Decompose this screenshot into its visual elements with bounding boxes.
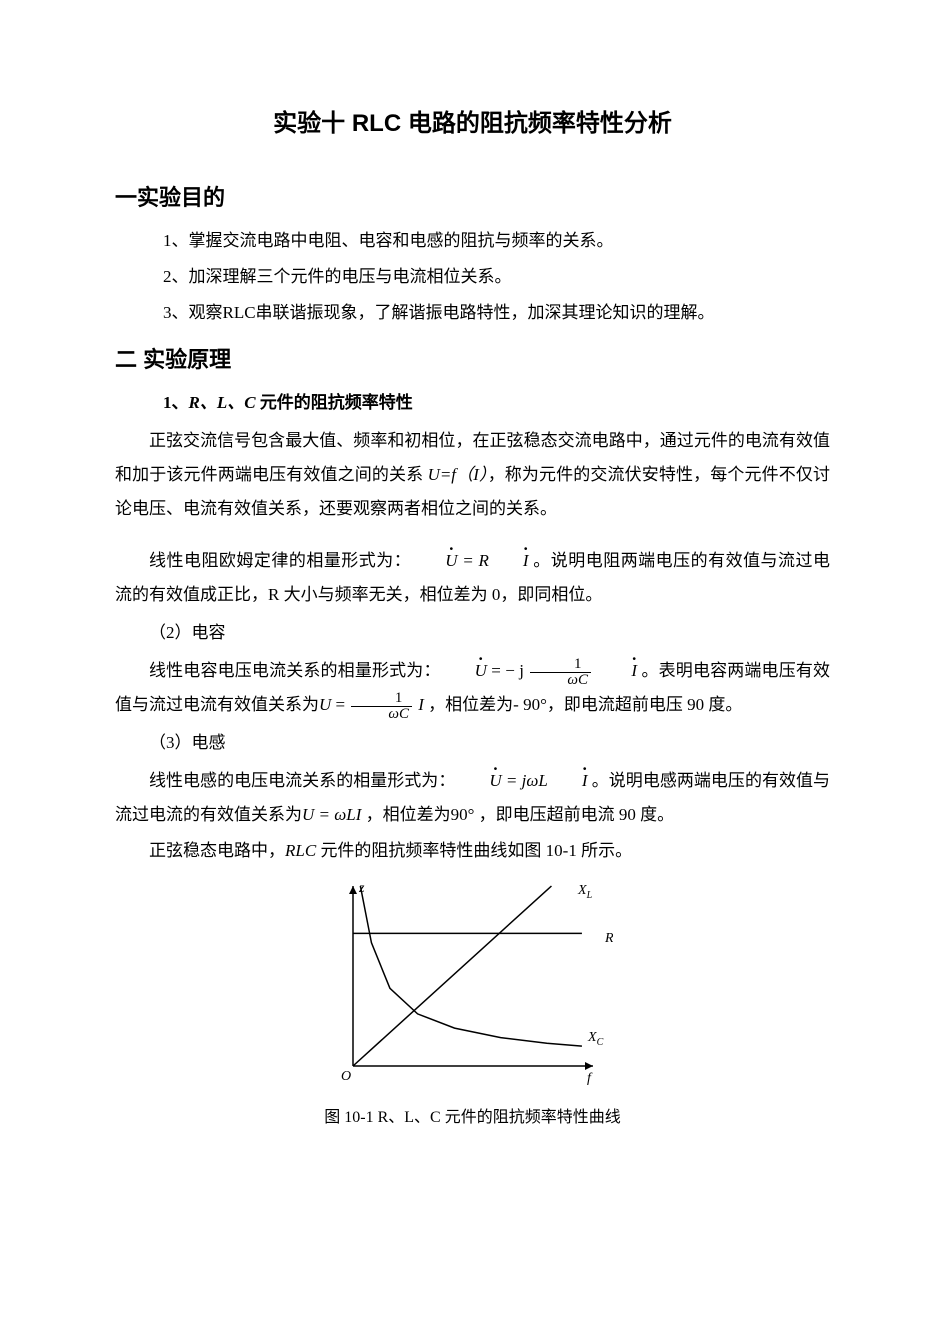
eq-equals: = (331, 695, 349, 714)
fraction: 1ωC (351, 691, 412, 722)
svg-text:R: R (604, 931, 613, 946)
numerator: 1 (351, 691, 412, 707)
figure-wrapper: OfzRXLXC 图 10-1 R、L、C 元件的阻抗频率特性曲线 (115, 876, 830, 1134)
eq-mid: = jωL (502, 771, 548, 790)
eq-mid: = − j (487, 661, 529, 680)
doc-title: 实验十 RLC 电路的阻抗频率特性分析 (115, 100, 830, 148)
phasor-u: U (455, 764, 501, 798)
inline-rlc: RLC (285, 841, 316, 860)
text: ，相位差为- 90°，即电流超前电压 90 度。 (424, 695, 742, 714)
phasor-i: I (489, 544, 529, 578)
inline-eq: U = ωLI (302, 805, 361, 824)
section-2-heading: 二 实验原理 (115, 338, 830, 382)
objective-item: 3、观察RLC串联谐振现象，了解谐振电路特性，加深其理论知识的理解。 (115, 296, 830, 330)
objective-item: 1、掌握交流电路中电阻、电容和电感的阻抗与频率的关系。 (115, 224, 830, 258)
section-1-heading: 一实验目的 (115, 176, 830, 220)
paragraph: 线性电容电压电流关系的相量形式为：U = − j 1ωC I 。表明电容两端电压… (115, 654, 830, 722)
phasor-u: U (441, 654, 487, 688)
svg-text:XC: XC (587, 1030, 604, 1048)
text: 线性电感的电压电流关系的相量形式为： (149, 771, 455, 790)
text: 正弦稳态电路中， (149, 841, 285, 860)
spacer (115, 528, 830, 542)
paragraph: 正弦稳态电路中，RLC 元件的阻抗频率特性曲线如图 10-1 所示。 (115, 834, 830, 868)
svg-text:XL: XL (577, 883, 593, 901)
phasor-u: U (411, 544, 457, 578)
paragraph: 线性电感的电压电流关系的相量形式为：U = jωLI 。说明电感两端电压的有效值… (115, 764, 830, 832)
eq-equals: = (458, 551, 479, 570)
inline-eq: U = 1ωC I (319, 695, 424, 714)
inline-eq: U = − j 1ωC I (441, 661, 637, 680)
denominator: ωC (351, 707, 412, 722)
text: 线性电阻欧姆定律的相量形式为： (149, 551, 411, 570)
subsection-prefix: 1、 (163, 393, 189, 412)
svg-text:O: O (341, 1069, 351, 1084)
phasor-i: I (597, 654, 637, 688)
inline-eq: U = RI (411, 551, 528, 570)
var-u: U (302, 805, 314, 824)
subsection-rlc: R、L、C (189, 393, 256, 412)
objective-item: 2、加深理解三个元件的电压与电流相位关系。 (115, 260, 830, 294)
inline-eq: U=f（I） (428, 465, 488, 484)
svg-text:f: f (587, 1071, 593, 1086)
var-u: U (319, 695, 331, 714)
inline-eq: U = jωLI (455, 771, 587, 790)
denominator: ωC (530, 673, 591, 688)
figure-caption: 图 10-1 R、L、C 元件的阻抗频率特性曲线 (115, 1102, 830, 1134)
paragraph: 线性电阻欧姆定律的相量形式为：U = RI 。说明电阻两端电压的有效值与流过电流… (115, 544, 830, 612)
numerator: 1 (530, 657, 591, 673)
subsection-heading: 1、R、L、C 元件的阻抗频率特性 (115, 386, 830, 420)
impedance-chart: OfzRXLXC (333, 876, 613, 1086)
text: 线性电容电压电流关系的相量形式为： (149, 661, 441, 680)
fraction: 1ωC (530, 657, 591, 688)
var-i: I (414, 695, 424, 714)
text: 元件的阻抗频率特性曲线如图 10-1 所示。 (316, 841, 632, 860)
eq-rest: = ωLI (314, 805, 361, 824)
eq-ri: R (478, 551, 488, 570)
paragraph: 正弦交流信号包含最大值、频率和初相位，在正弦稳态交流电路中，通过元件的电流有效值… (115, 424, 830, 526)
phasor-i: I (548, 764, 588, 798)
subsection-rest: 元件的阻抗频率特性 (256, 393, 413, 412)
text: ，相位差为90° ，即电压超前电流 90 度。 (361, 805, 674, 824)
